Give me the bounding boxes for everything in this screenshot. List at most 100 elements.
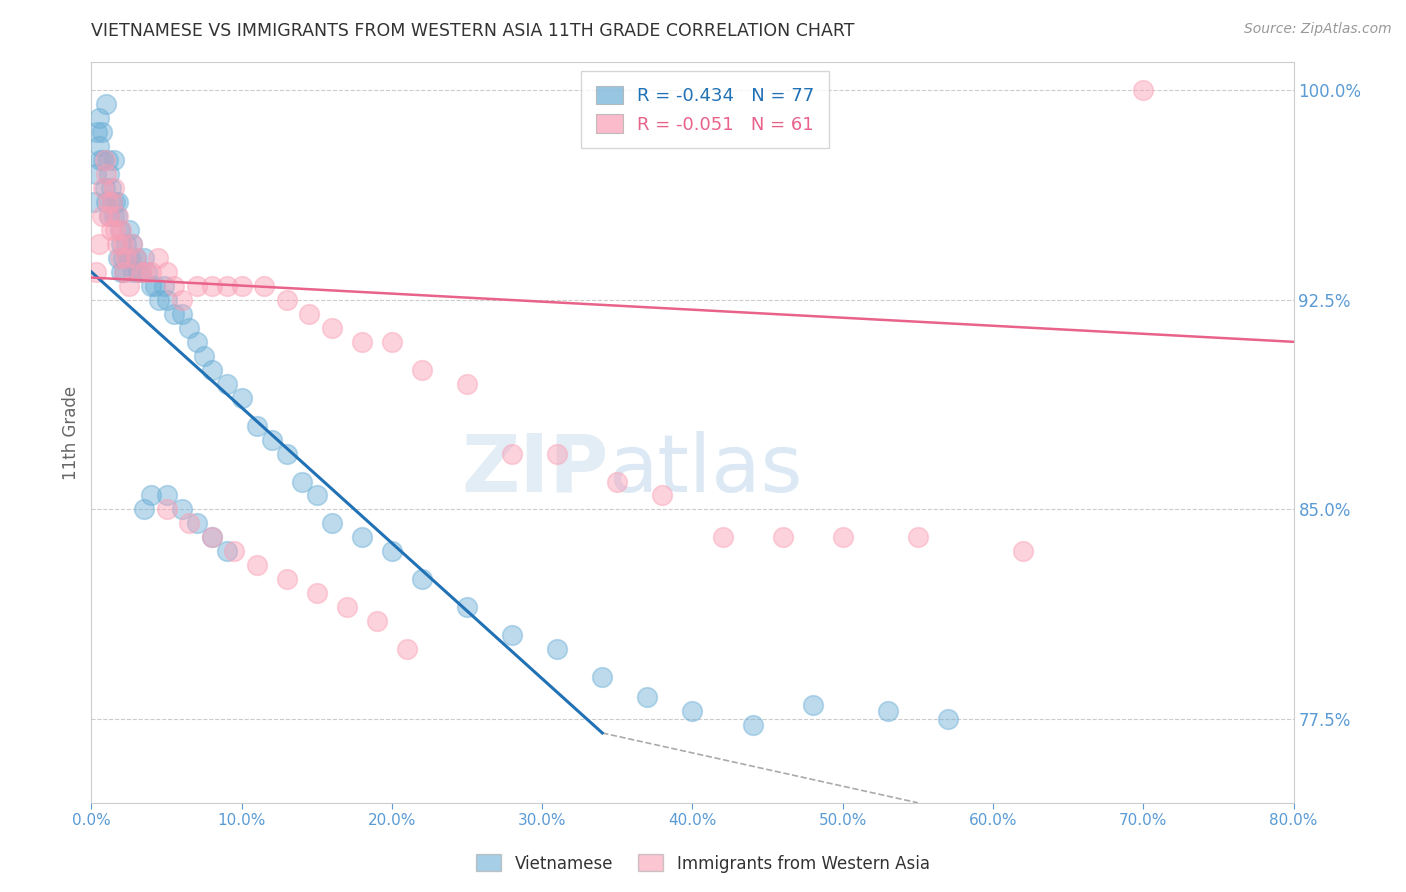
Point <box>105 209 128 223</box>
Point <box>411 572 433 586</box>
Point <box>93 153 115 168</box>
Point <box>336 600 359 615</box>
Point <box>276 446 298 460</box>
Point <box>141 488 163 502</box>
Point <box>84 265 107 279</box>
Point <box>107 195 129 210</box>
Point <box>96 195 118 210</box>
Legend: R = -0.434   N = 77, R = -0.051   N = 61: R = -0.434 N = 77, R = -0.051 N = 61 <box>581 71 830 148</box>
Point <box>170 293 193 307</box>
Point <box>98 209 121 223</box>
Point <box>456 600 478 615</box>
Point <box>246 418 269 433</box>
Point <box>141 279 163 293</box>
Point <box>651 488 673 502</box>
Point <box>134 265 156 279</box>
Point <box>276 293 298 307</box>
Point <box>104 195 127 210</box>
Point <box>501 628 523 642</box>
Point <box>155 488 177 502</box>
Point <box>101 195 124 210</box>
Point <box>246 558 269 573</box>
Point <box>87 112 110 126</box>
Point <box>122 265 145 279</box>
Point <box>103 209 125 223</box>
Point <box>129 265 152 279</box>
Point <box>152 279 174 293</box>
Point <box>186 279 208 293</box>
Point <box>125 251 148 265</box>
Point <box>94 181 117 195</box>
Point <box>155 502 177 516</box>
Point <box>215 279 238 293</box>
Point <box>110 265 132 279</box>
Point <box>1012 544 1035 558</box>
Point <box>120 251 142 265</box>
Point <box>186 516 208 531</box>
Point <box>121 237 143 252</box>
Point <box>136 265 159 279</box>
Text: ZIP: ZIP <box>461 431 609 508</box>
Point <box>129 265 152 279</box>
Point <box>876 704 898 718</box>
Point <box>231 391 253 405</box>
Point <box>125 251 148 265</box>
Point <box>118 223 141 237</box>
Point <box>163 307 186 321</box>
Point <box>107 209 129 223</box>
Point <box>201 530 224 544</box>
Text: atlas: atlas <box>609 431 803 508</box>
Point <box>741 717 763 731</box>
Point <box>321 516 343 531</box>
Point <box>132 251 155 265</box>
Point <box>305 586 328 600</box>
Point <box>305 488 328 502</box>
Point <box>115 237 138 252</box>
Point <box>90 125 112 139</box>
Point <box>146 251 169 265</box>
Point <box>298 307 321 321</box>
Point <box>681 704 703 718</box>
Point <box>231 279 253 293</box>
Point <box>456 376 478 391</box>
Point <box>121 237 143 252</box>
Point <box>163 279 186 293</box>
Point <box>97 195 120 210</box>
Point <box>201 279 224 293</box>
Point <box>83 195 105 210</box>
Point <box>114 265 136 279</box>
Point <box>89 153 111 168</box>
Point <box>101 195 124 210</box>
Point <box>772 530 794 544</box>
Point <box>87 139 110 153</box>
Point <box>84 167 107 181</box>
Point <box>291 475 314 489</box>
Point <box>186 334 208 349</box>
Point <box>100 223 122 237</box>
Text: VIETNAMESE VS IMMIGRANTS FROM WESTERN ASIA 11TH GRADE CORRELATION CHART: VIETNAMESE VS IMMIGRANTS FROM WESTERN AS… <box>91 22 855 40</box>
Point <box>155 265 177 279</box>
Point <box>177 321 200 335</box>
Point <box>97 153 120 168</box>
Point <box>711 530 734 544</box>
Point <box>148 293 170 307</box>
Point <box>170 307 193 321</box>
Point <box>143 279 166 293</box>
Point <box>86 125 108 139</box>
Point <box>1132 83 1154 97</box>
Point <box>118 279 141 293</box>
Point <box>224 544 246 558</box>
Point <box>170 502 193 516</box>
Point <box>114 265 136 279</box>
Point <box>411 363 433 377</box>
Point <box>831 530 853 544</box>
Point <box>98 167 121 181</box>
Point <box>907 530 929 544</box>
Point <box>100 181 122 195</box>
Point <box>801 698 824 712</box>
Text: Source: ZipAtlas.com: Source: ZipAtlas.com <box>1244 22 1392 37</box>
Point <box>127 265 149 279</box>
Point <box>110 223 132 237</box>
Point <box>103 153 125 168</box>
Point <box>105 237 128 252</box>
